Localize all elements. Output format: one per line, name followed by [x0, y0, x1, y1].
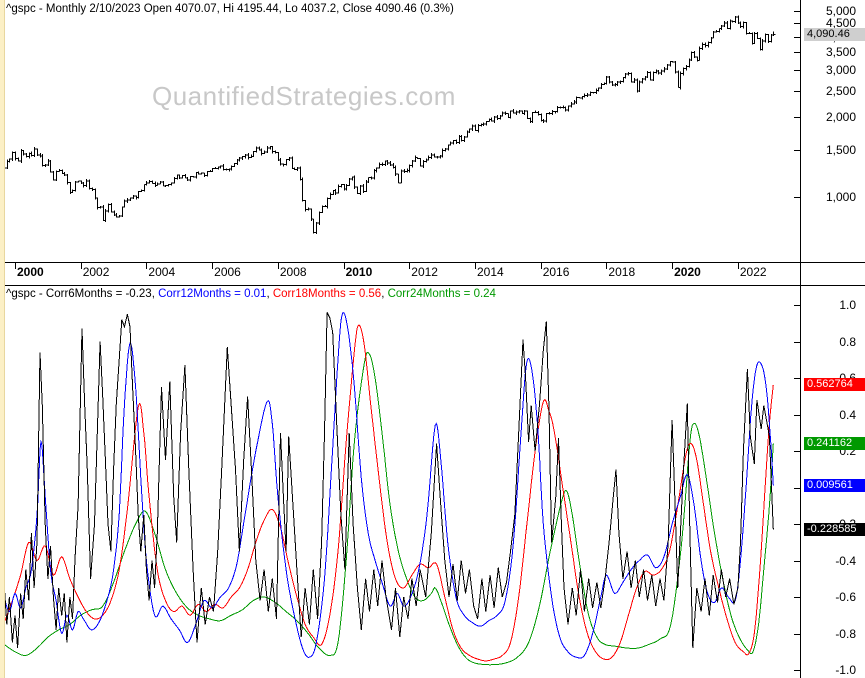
year-label-2022: 2022 — [739, 265, 767, 279]
series-Corr12Months — [4, 311, 774, 659]
corr-value-box-corr18-value: 0.562764 — [807, 378, 853, 391]
price-pane-title: ^gspc - Monthly 2/10/2023 Open 4070.07, … — [6, 3, 454, 15]
year-label-2006: 2006 — [214, 265, 241, 279]
price-tick-label: 3,500 — [825, 45, 856, 60]
corr-title-segment: , — [381, 288, 388, 300]
corr-value-box-corr6: -0.228585 — [804, 522, 865, 536]
price-tick-label: 3,000 — [825, 63, 856, 78]
watermark: QuantifiedStrategies.com — [152, 81, 456, 111]
corr-tick-label: 0.4 — [839, 407, 856, 422]
price-tick-label: 2,500 — [825, 84, 856, 99]
price-value-box: 4,090.46 — [804, 27, 865, 41]
corr-title-segment: , — [151, 288, 159, 300]
corr-title-segment: Corr18Months = 0.56 — [272, 288, 382, 300]
corr-title-segment: Corr24Months = 0.24 — [387, 288, 496, 300]
year-label-2012: 2012 — [411, 265, 438, 279]
corr-tick-label: -0.8 — [835, 626, 856, 641]
corr-tick-label: 0.8 — [839, 334, 856, 349]
year-label-2002: 2002 — [82, 265, 110, 279]
corr-tick-label: 1.0 — [839, 298, 856, 312]
price-tick-label: 1,000 — [825, 190, 856, 204]
corr-value-box-corr18: 0.562764 — [804, 378, 865, 392]
series-Corr24Months — [4, 351, 774, 666]
corr-tick-label: -1.0 — [835, 663, 856, 677]
corr-value-box-corr24-value: 0.241162 — [807, 436, 853, 449]
price-tick-label: 2,000 — [825, 110, 856, 124]
corr-tick-label: -0.4 — [835, 553, 856, 568]
series-Corr6Months — [4, 312, 774, 649]
corr-value-box-corr12: 0.009561 — [804, 479, 865, 493]
price-tick-label: 4,500 — [825, 16, 856, 31]
year-label-2014: 2014 — [476, 265, 504, 279]
correlation-lines — [4, 311, 774, 666]
corr-pane-title: ^gspc - Corr6Months = -0.23, Corr12Month… — [6, 288, 496, 300]
corr-value-box-corr6-value: -0.228585 — [807, 522, 857, 535]
corr-value-box-corr12-value: 0.009561 — [807, 479, 853, 492]
pane-focus-strip — [0, 0, 5, 678]
price-tick-label: 1,500 — [825, 143, 856, 158]
price-bars — [4, 15, 776, 235]
price-tick-label: 5,000 — [825, 4, 856, 19]
corr-tick-label: -0.6 — [835, 590, 856, 604]
series-Corr18Months — [4, 324, 774, 662]
corr-value-box-corr24: 0.241162 — [804, 436, 865, 450]
year-label-2020: 2020 — [674, 265, 701, 279]
corr-title-segment: Corr12Months = 0.01 — [158, 288, 267, 300]
year-label-2008: 2008 — [279, 265, 307, 279]
price-value-box-value: 4,090.46 — [807, 27, 850, 40]
corr-title-segment: , — [266, 288, 273, 300]
year-label-2000: 2000 — [17, 265, 44, 279]
year-label-2016: 2016 — [542, 265, 570, 279]
year-label-2010: 2010 — [345, 265, 373, 279]
year-label-2004: 2004 — [148, 265, 176, 279]
year-label-2018: 2018 — [608, 265, 636, 279]
corr-title-segment: ^gspc - Corr6Months = -0.23 — [6, 288, 152, 300]
